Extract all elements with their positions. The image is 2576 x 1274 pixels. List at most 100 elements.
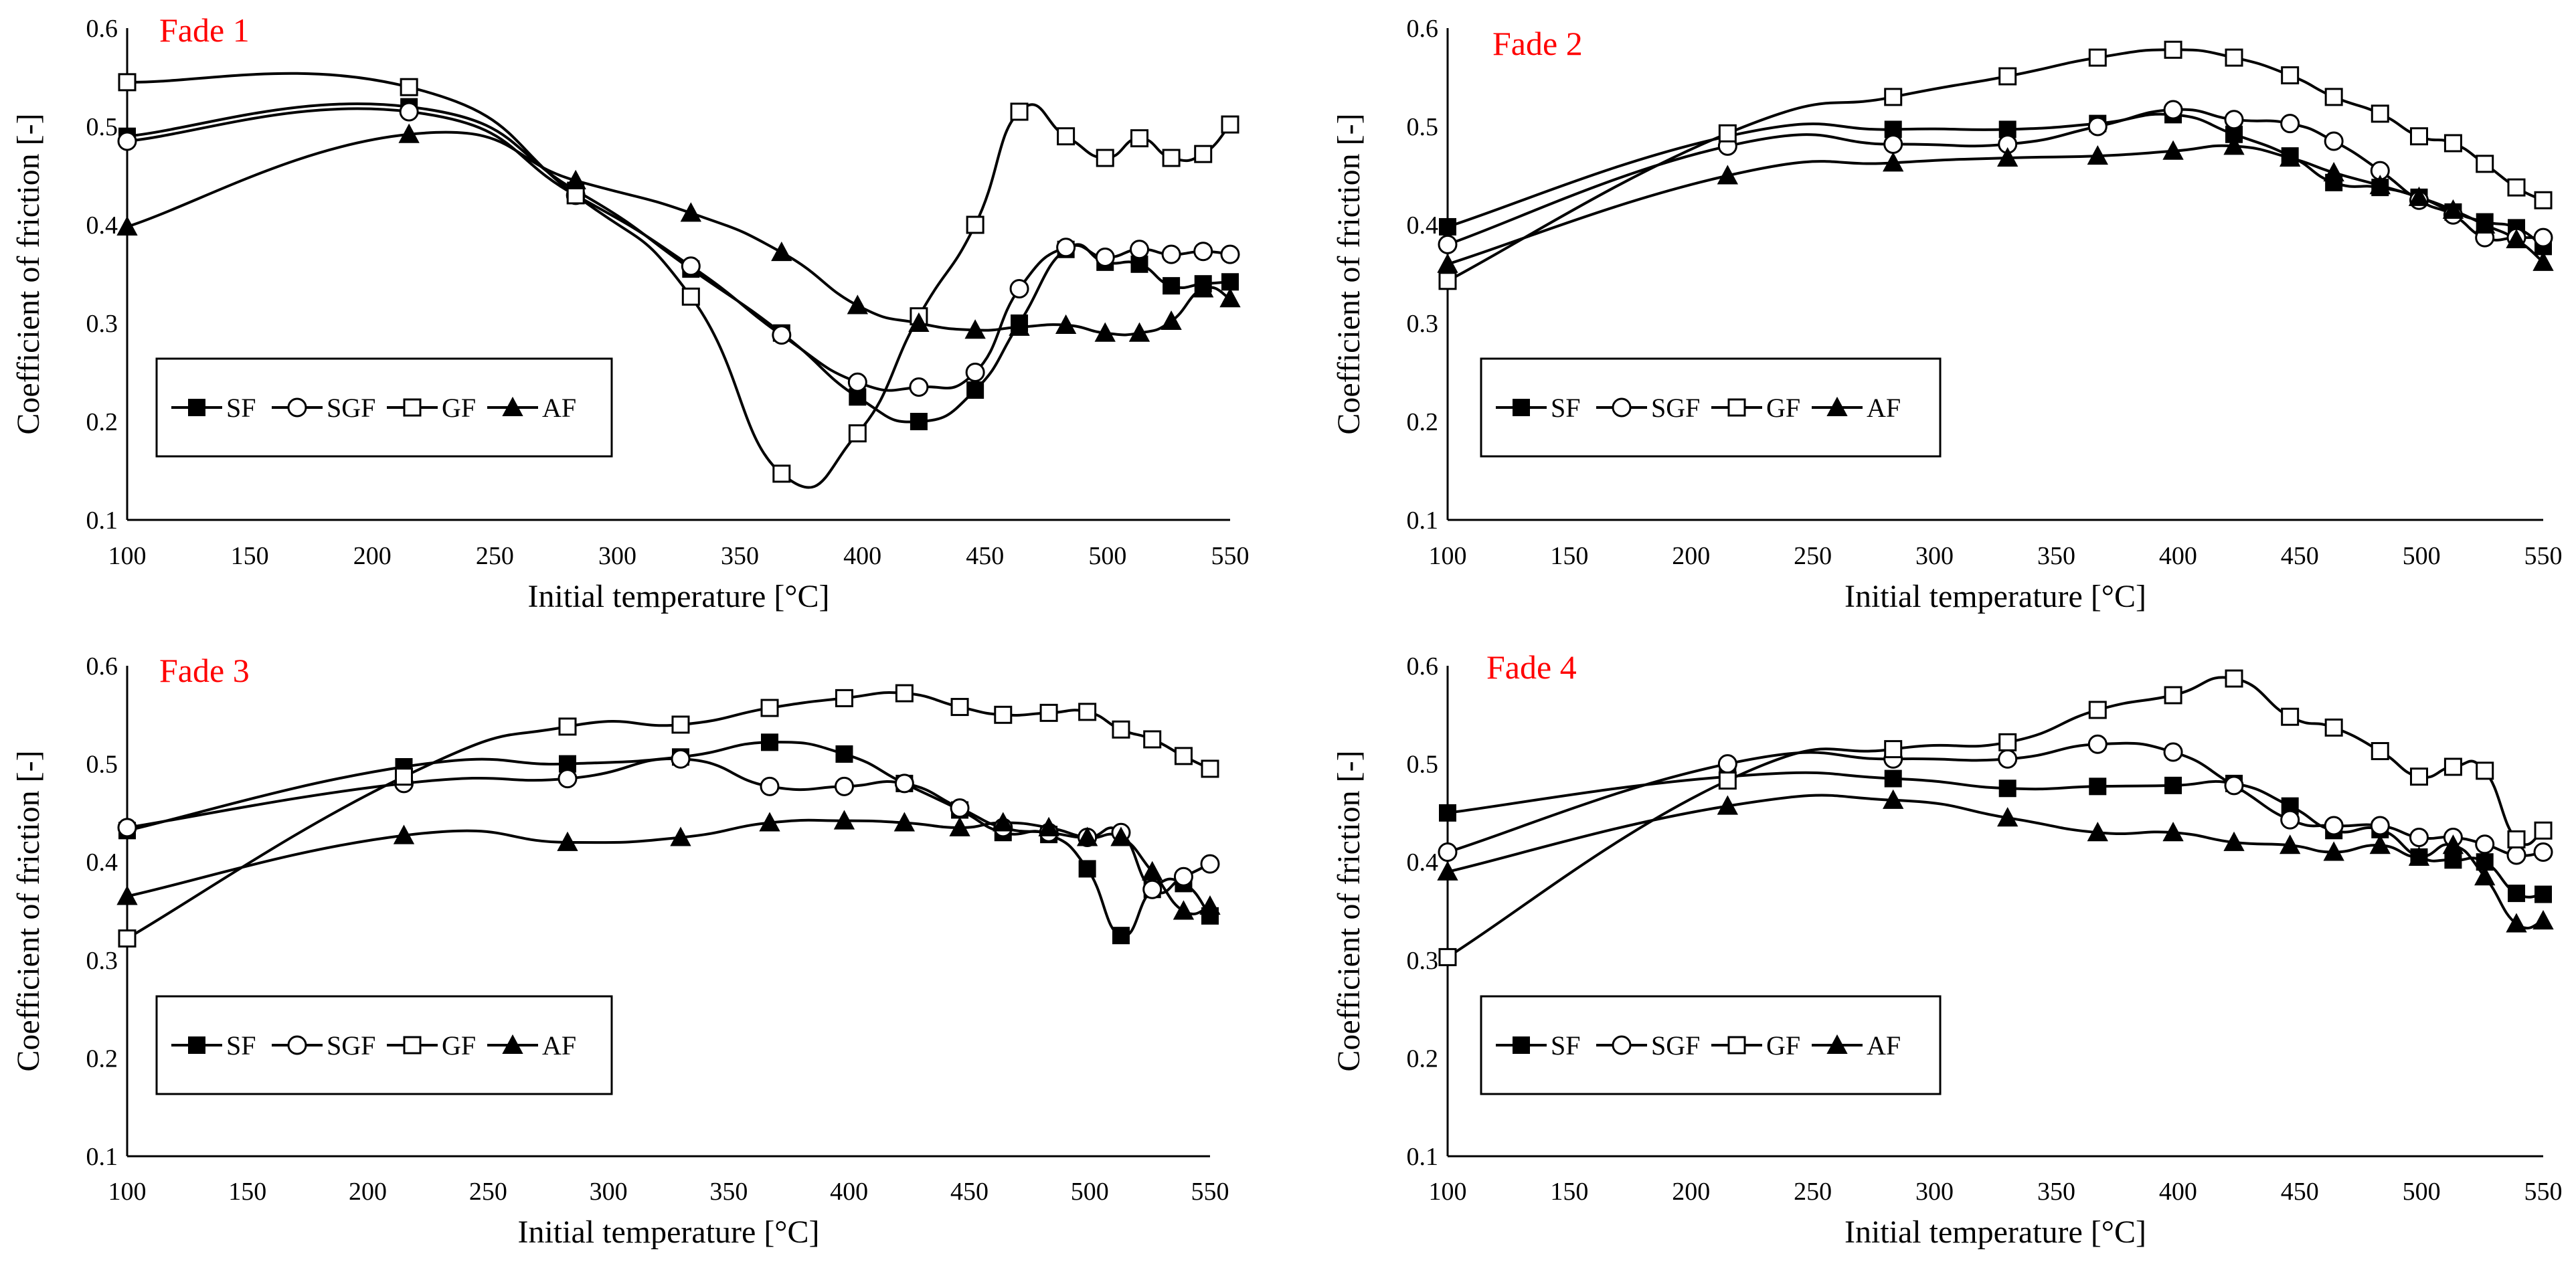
x-tick-label: 550 [1191,1178,1229,1206]
data-point-af [1173,900,1195,920]
data-point-gf [2371,742,2389,761]
data-point-sgf [117,131,137,151]
data-point-sgf [1161,244,1181,264]
data-point-gf [2507,178,2526,197]
data-point-af [2223,831,2245,851]
data-point-af [993,812,1014,832]
data-point-af [1009,316,1030,336]
data-point-af [116,215,138,236]
y-axis-title: Coefficient of friction [-] [1331,113,1367,434]
chart-panel-3: 0.1 0.2 0.3 0.4 0.5 0.6 100 150 200 250 300 350 400 4… [11,652,1229,1250]
legend-marker-af [1826,396,1848,416]
data-point-gf [118,929,137,948]
y-tick-label: 0.6 [86,652,118,680]
data-point-gf [1884,740,1903,759]
data-point-af [398,123,420,143]
legend-marker-sf [1513,399,1530,416]
legend-marker-sf [188,399,205,416]
data-point-gf [760,699,779,717]
y-tick-label: 0.3 [1407,947,1439,975]
data-point-gf [1162,149,1181,167]
data-point-af [2223,135,2245,155]
y-tick-label: 0.3 [1407,310,1439,338]
data-point-af [1717,165,1739,185]
panel-title: Fade 3 [159,652,250,689]
x-tick-label: 200 [1672,542,1710,570]
legend-marker-af [502,396,523,416]
chart-panel-2: 0.1 0.2 0.3 0.4 0.5 0.6 100 150 200 250 300 350 400 4… [1331,15,2563,614]
legend-label: AF [1867,393,1901,423]
data-point-sgf [2533,842,2553,862]
chart-panel-1: 0.1 0.2 0.3 0.4 0.5 0.6 100 150 200 250 300 350 400 4… [11,11,1250,614]
data-point-sgf [909,377,929,397]
data-point-af [2532,251,2554,271]
x-tick-label: 350 [709,1178,748,1206]
data-point-af [1142,860,1163,881]
data-point-sgf [1095,248,1115,268]
x-axis-title: Initial temperature [°C] [517,1214,819,1250]
data-point-gf [994,705,1013,724]
data-point-af [2442,199,2464,219]
x-tick-label: 100 [1429,542,1467,570]
legend-marker-gf [1727,398,1746,417]
data-point-gf [1884,88,1903,106]
data-point-af [565,169,586,189]
x-tick-label: 100 [108,1178,147,1206]
x-tick-label: 550 [2524,1178,2563,1206]
x-tick-label: 350 [721,542,759,570]
data-point-gf [1221,115,1239,134]
legend-marker-sgf [287,397,307,418]
series-line-af [1447,794,2544,930]
data-point-af [1219,288,1241,308]
data-point-af [680,202,701,222]
data-point-sgf [2280,114,2300,134]
data-point-gf [671,715,690,734]
y-tick-label: 0.4 [1407,848,1439,877]
x-axis-title: Initial temperature [°C] [1844,579,2146,614]
data-point-sgf [2280,810,2300,830]
x-tick-label: 200 [349,1178,387,1206]
chart-panel-4: 0.1 0.2 0.3 0.4 0.5 0.6 100 150 200 250 300 350 400 4… [1331,648,2563,1250]
data-point-sgf [1173,867,1193,887]
x-tick-label: 500 [2403,1178,2441,1206]
legend: SF SGF GF AF [155,357,613,458]
data-point-sgf [2533,227,2553,248]
data-point-gf [2371,104,2389,123]
x-tick-label: 500 [1071,1178,1109,1206]
legend-label: GF [442,393,476,423]
series-line-af [126,130,1231,337]
data-point-af [2474,213,2496,234]
data-point-af [949,816,970,836]
y-tick-label: 0.6 [1407,652,1439,680]
legend-label: AF [542,393,576,423]
data-point-sgf [557,769,578,789]
data-point-gf [895,684,914,703]
data-point-sgf [772,325,792,345]
data-point-gf [1718,124,1737,143]
data-point-sgf [1193,242,1213,262]
data-point-sgf [1056,238,1076,258]
data-point-sgf [1998,749,2018,769]
data-point-af [1997,807,2019,827]
data-point-gf [1201,759,1219,778]
y-tick-label: 0.1 [1407,507,1439,535]
data-point-gf [966,215,984,234]
data-point-af [2408,846,2430,866]
data-point-gf [2088,48,2107,67]
data-point-sgf [671,749,691,769]
data-point-gf [2409,767,2428,786]
data-point-sgf [1883,134,1903,154]
data-point-af [1199,895,1221,915]
data-point-af [2506,913,2527,933]
y-axis-title: Coefficient of friction [-] [11,113,46,434]
legend-label: SF [1551,393,1581,423]
data-point-sgf [681,256,701,276]
data-point-sf [1998,780,2016,798]
data-point-sgf [399,102,419,122]
data-point-gf [2088,701,2107,719]
x-tick-label: 400 [830,1178,868,1206]
data-point-gf [2443,134,2462,153]
legend-label: SGF [1651,1030,1700,1061]
legend-marker-af [502,1034,523,1054]
y-tick-label: 0.5 [1407,751,1439,779]
